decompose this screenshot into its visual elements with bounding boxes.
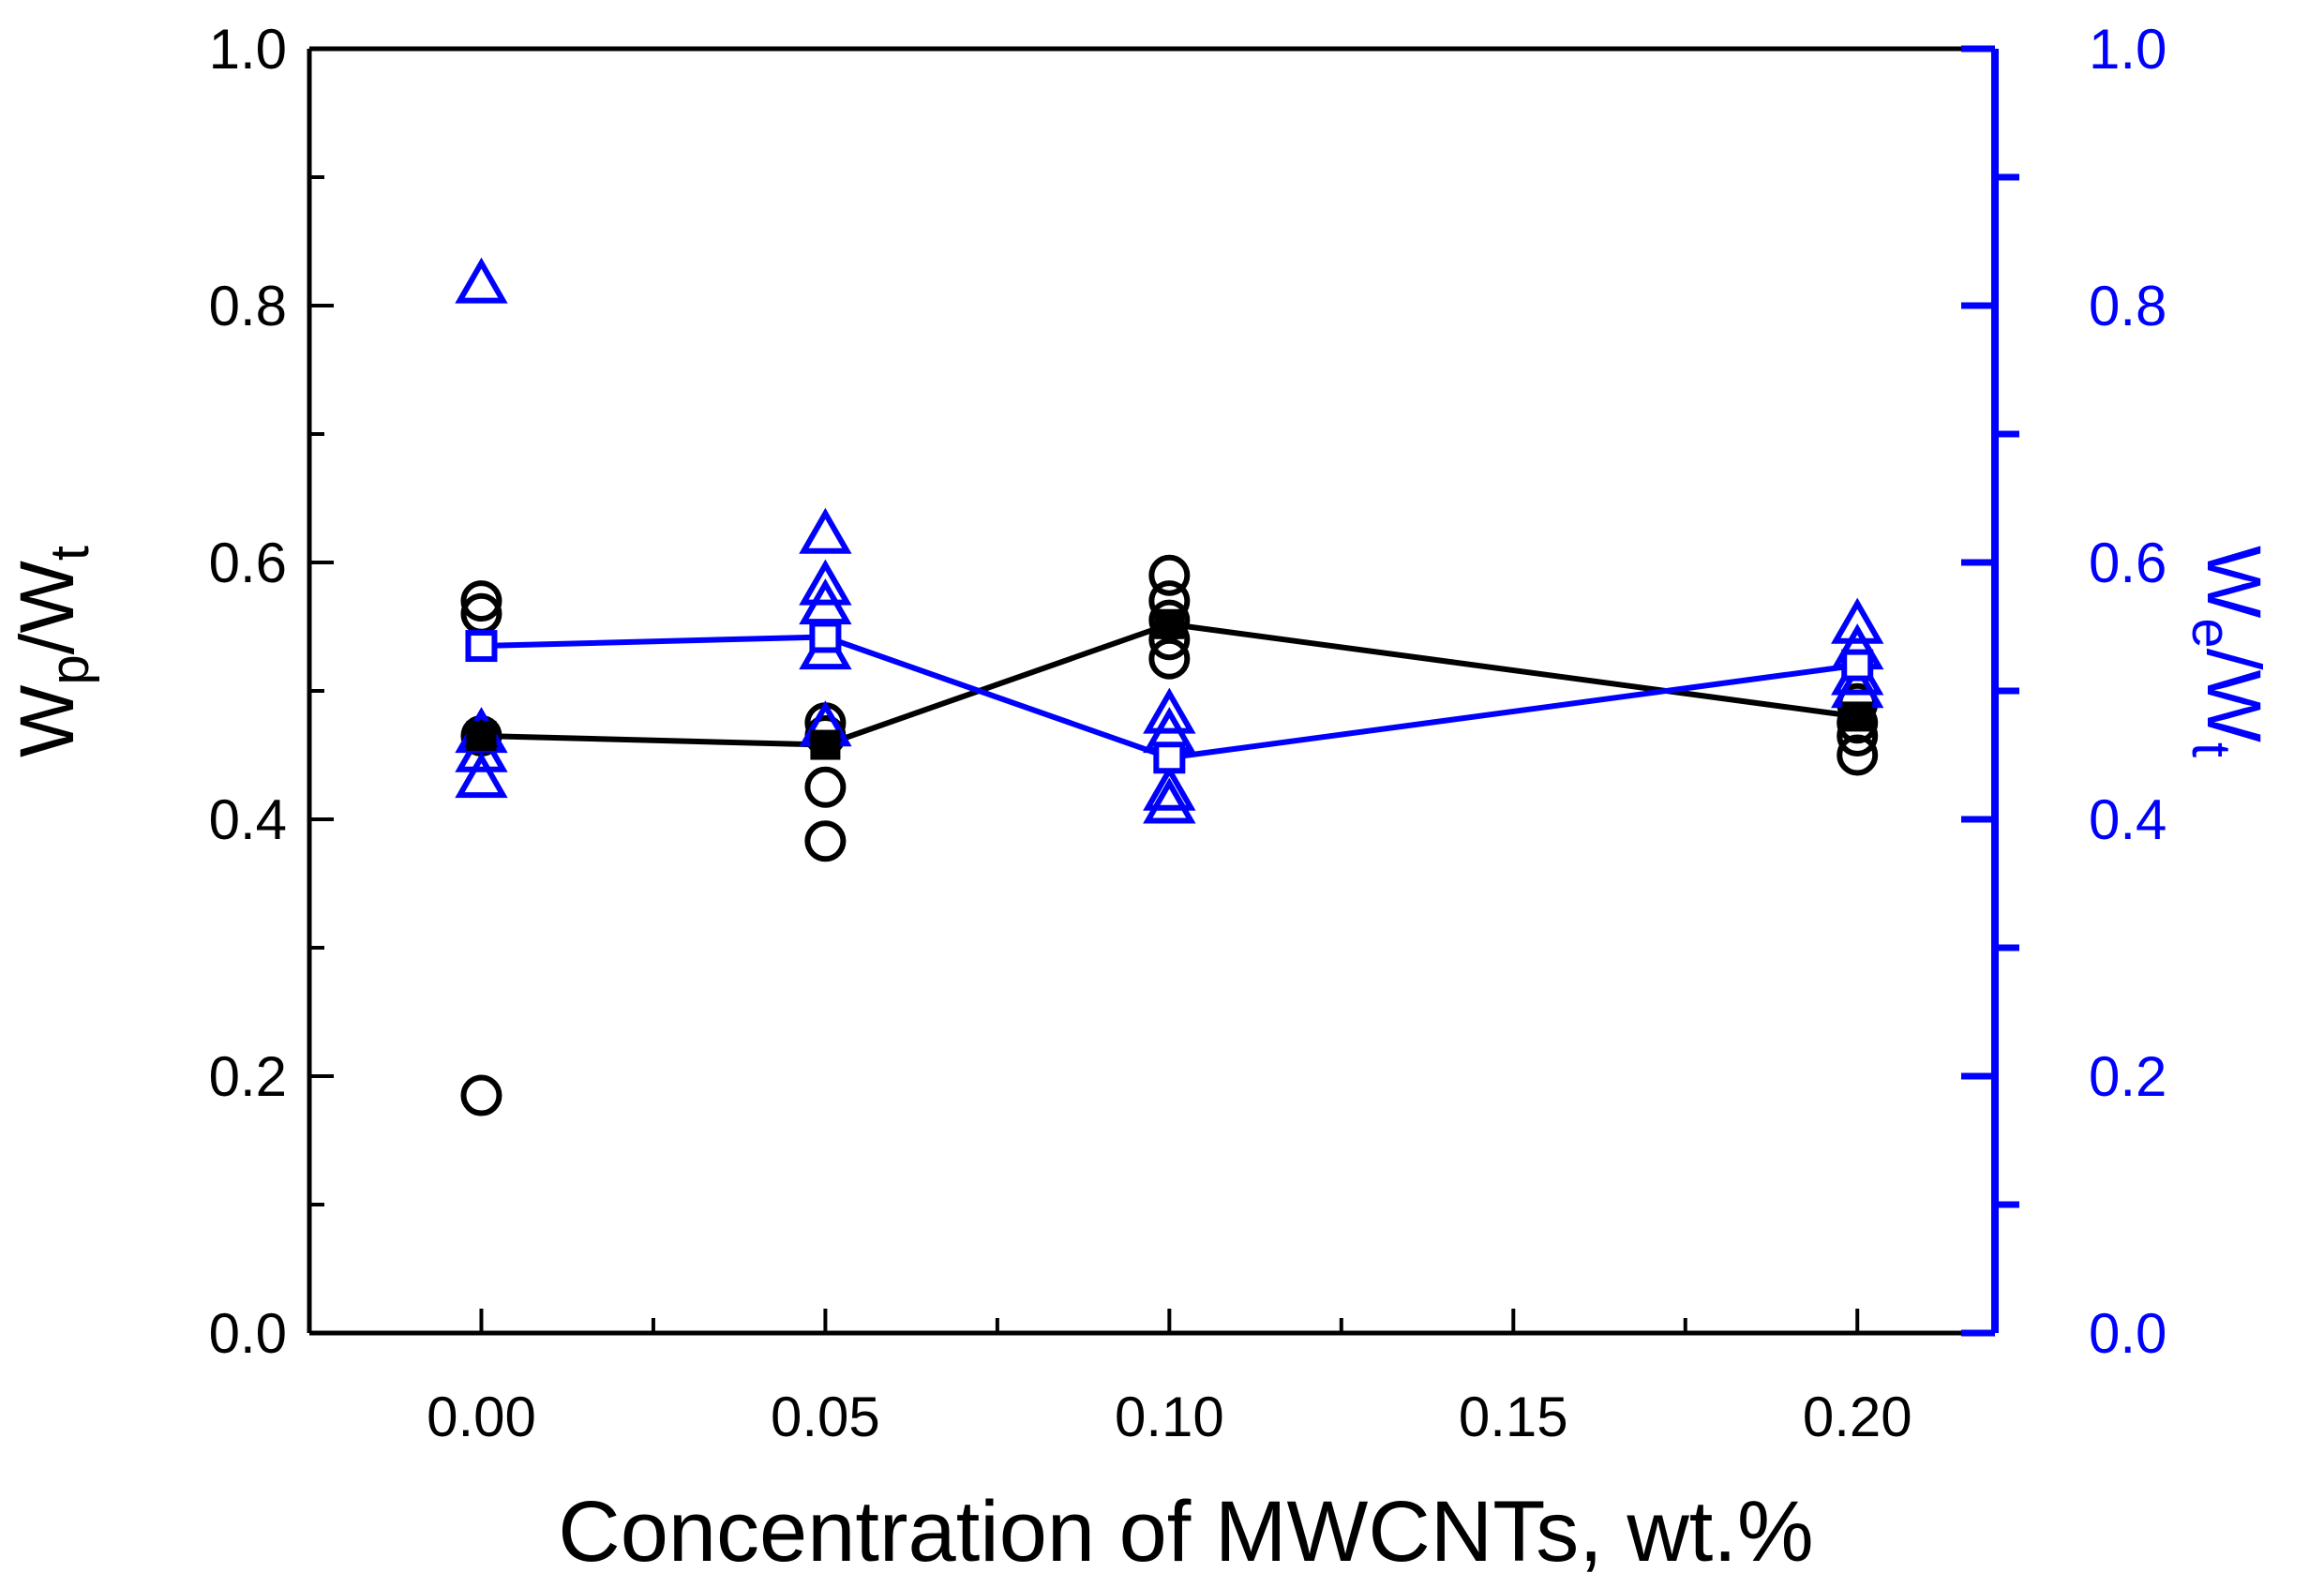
- y-left-tick-label: 0.6: [209, 532, 287, 594]
- x-tick-label: 0.15: [1459, 1386, 1568, 1448]
- y-left-tick-label: 0.8: [209, 275, 287, 337]
- y-left-tick-label: 0.2: [209, 1045, 287, 1108]
- y-right-tick-label: 1.0: [2089, 18, 2167, 81]
- we-wt-point: [455, 752, 508, 799]
- x-tick-label: 0.10: [1115, 1386, 1224, 1448]
- we-wt-point: [1831, 597, 1884, 644]
- we-wt-mean-point: [809, 621, 842, 653]
- series-layer: [455, 257, 1884, 1116]
- y-right-tick-label: 0.2: [2089, 1045, 2167, 1108]
- y-right-tick-label: 0.8: [2089, 275, 2167, 337]
- y-left-tick-label: 0.0: [209, 1302, 287, 1365]
- we-wt-point: [455, 257, 508, 304]
- y-right-tick-label: 0.0: [2089, 1302, 2167, 1365]
- labels-layer: Concentration of MWCNTs, wt.% Wp/Wt We/W…: [5, 546, 2276, 1580]
- x-tick-label: 0.00: [427, 1386, 536, 1448]
- we-wt-point: [799, 507, 852, 554]
- y-axis-title-left: Wp/Wt: [5, 546, 100, 757]
- wp-wt-mean-point: [1154, 608, 1185, 639]
- y-left-tick-label: 1.0: [209, 18, 287, 81]
- wp-wt-mean-point: [810, 729, 841, 760]
- y-axis-title-right: We/Wt: [2181, 546, 2276, 757]
- wp-wt-point: [804, 766, 847, 808]
- we-wt-point: [1143, 777, 1196, 824]
- we-wt-point: [1143, 764, 1196, 811]
- wp-wt-point: [460, 580, 502, 622]
- wp-wt-point: [1837, 734, 1879, 776]
- we-wt-point: [799, 559, 852, 606]
- we-wt-mean-point: [1841, 649, 1874, 682]
- wp-wt-point: [460, 1074, 502, 1116]
- we-wt-mean-point: [1153, 742, 1186, 774]
- wp-wt-point: [1148, 554, 1191, 596]
- wp-wt-mean-line: [481, 621, 1858, 748]
- x-tick-label: 0.20: [1803, 1386, 1912, 1448]
- y-right-tick-label: 0.4: [2089, 788, 2167, 851]
- axes-layer: 0.00 0.05 0.10 0.15 0.20 0.0 0.2 0.4 0.6 0.8 1.0 0.…: [209, 18, 2167, 1448]
- wp-wt-point: [1148, 637, 1191, 680]
- wp-wt-mean-point: [1842, 701, 1873, 732]
- wp-wt-mean-point: [466, 720, 497, 751]
- we-wt-point: [1143, 687, 1196, 734]
- we-wt-mean-point: [465, 630, 498, 663]
- we-wt-mean-line: [481, 634, 1858, 761]
- y-left-tick-label: 0.4: [209, 788, 287, 851]
- y-right-tick-label: 0.6: [2089, 532, 2167, 594]
- wp-wt-point: [804, 820, 847, 862]
- x-axis-title: Concentration of MWCNTs, wt.%: [558, 1484, 1813, 1580]
- x-tick-label: 0.05: [771, 1386, 880, 1448]
